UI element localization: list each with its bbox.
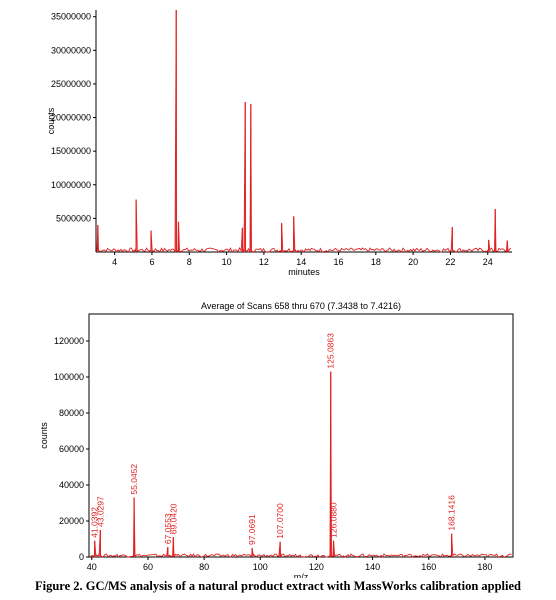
chart2-x-tick-label: 40 [87,562,97,572]
chart2-peak-label: 69.0420 [168,503,178,534]
chart2-x-tick-label: 160 [421,562,436,572]
figure-caption: Figure 2. GC/MS analysis of a natural pr… [34,579,521,593]
chart1-trace [96,9,512,254]
chart2-peak-label: 107.0700 [275,503,285,539]
chart2-peak-label: 55.0452 [129,464,139,495]
chart1-y-tick-label: 25000000 [51,79,91,89]
chart2-y-tick-label: 100000 [54,372,84,382]
chart2-y-tick-label: 20000 [59,516,84,526]
chart1-y-tick-label: 20000000 [51,113,91,123]
chart2-y-axis-label: counts [39,422,49,449]
chart2-x-tick-label: 140 [365,562,380,572]
chart1-x-tick-label: 24 [483,257,493,267]
chart1-x-tick-label: 8 [187,257,192,267]
chart2-y-tick-label: 60000 [59,444,84,454]
chart2-peak-label: 168.1416 [447,495,457,531]
chart2-x-tick-label: 100 [253,562,268,572]
chart1-x-tick-label: 6 [149,257,154,267]
chart2-peak-label: 126.0880 [329,502,339,538]
chart2-peak-label: 43.0297 [95,496,105,527]
chart1-x-tick-label: 4 [112,257,117,267]
chart1-x-tick-label: 12 [259,257,269,267]
chart2-peak-label: 67.0553 [163,513,173,544]
chart2-y-tick-label: 40000 [59,480,84,490]
chart1-x-tick-label: 18 [371,257,381,267]
chart2-plot-frame [88,313,514,558]
chart2-x-tick-label: 60 [143,562,153,572]
chart2-peak-label: 41.0392 [90,507,100,538]
chart2-trace [89,371,512,558]
chart1-x-tick-label: 20 [408,257,418,267]
chart2-y-tick-label: 80000 [59,408,84,418]
chart1-y-tick-label: 10000000 [51,180,91,190]
gcms-figure: 4 6 8 10 12 14 16 18 20 22 24 5000000 10000000 150000… [39,9,514,578]
chart2-peak-label: 125.0863 [326,333,336,369]
chart1-x-axis-label: minutes [288,267,320,277]
chart1-y-tick-label: 35000000 [51,12,91,22]
chart2-y-tick-label: 120000 [54,336,84,346]
chart2-x-tick-label: 120 [309,562,324,572]
chart2-x-tick-label: 180 [477,562,492,572]
chart1-y-tick-label: 15000000 [51,146,91,156]
chart1-x-tick-label: 10 [222,257,232,267]
chart1-x-tick-label: 14 [296,257,306,267]
chart1-y-tick-label: 30000000 [51,45,91,55]
chart2-x-axis-label: m/z [294,572,309,578]
chart2-peak-label: 97.0691 [247,514,257,545]
chart1-y-tick-label: 5000000 [56,213,91,223]
chart2-y-tick-label: 0 [79,552,84,562]
chart2-title: Average of Scans 658 thru 670 (7.3438 to… [201,301,401,311]
chart2-x-tick-label: 80 [199,562,209,572]
chart1-x-tick-label: 22 [445,257,455,267]
chart1-x-tick-label: 16 [334,257,344,267]
chart1-y-axis-label: counts [46,107,56,134]
